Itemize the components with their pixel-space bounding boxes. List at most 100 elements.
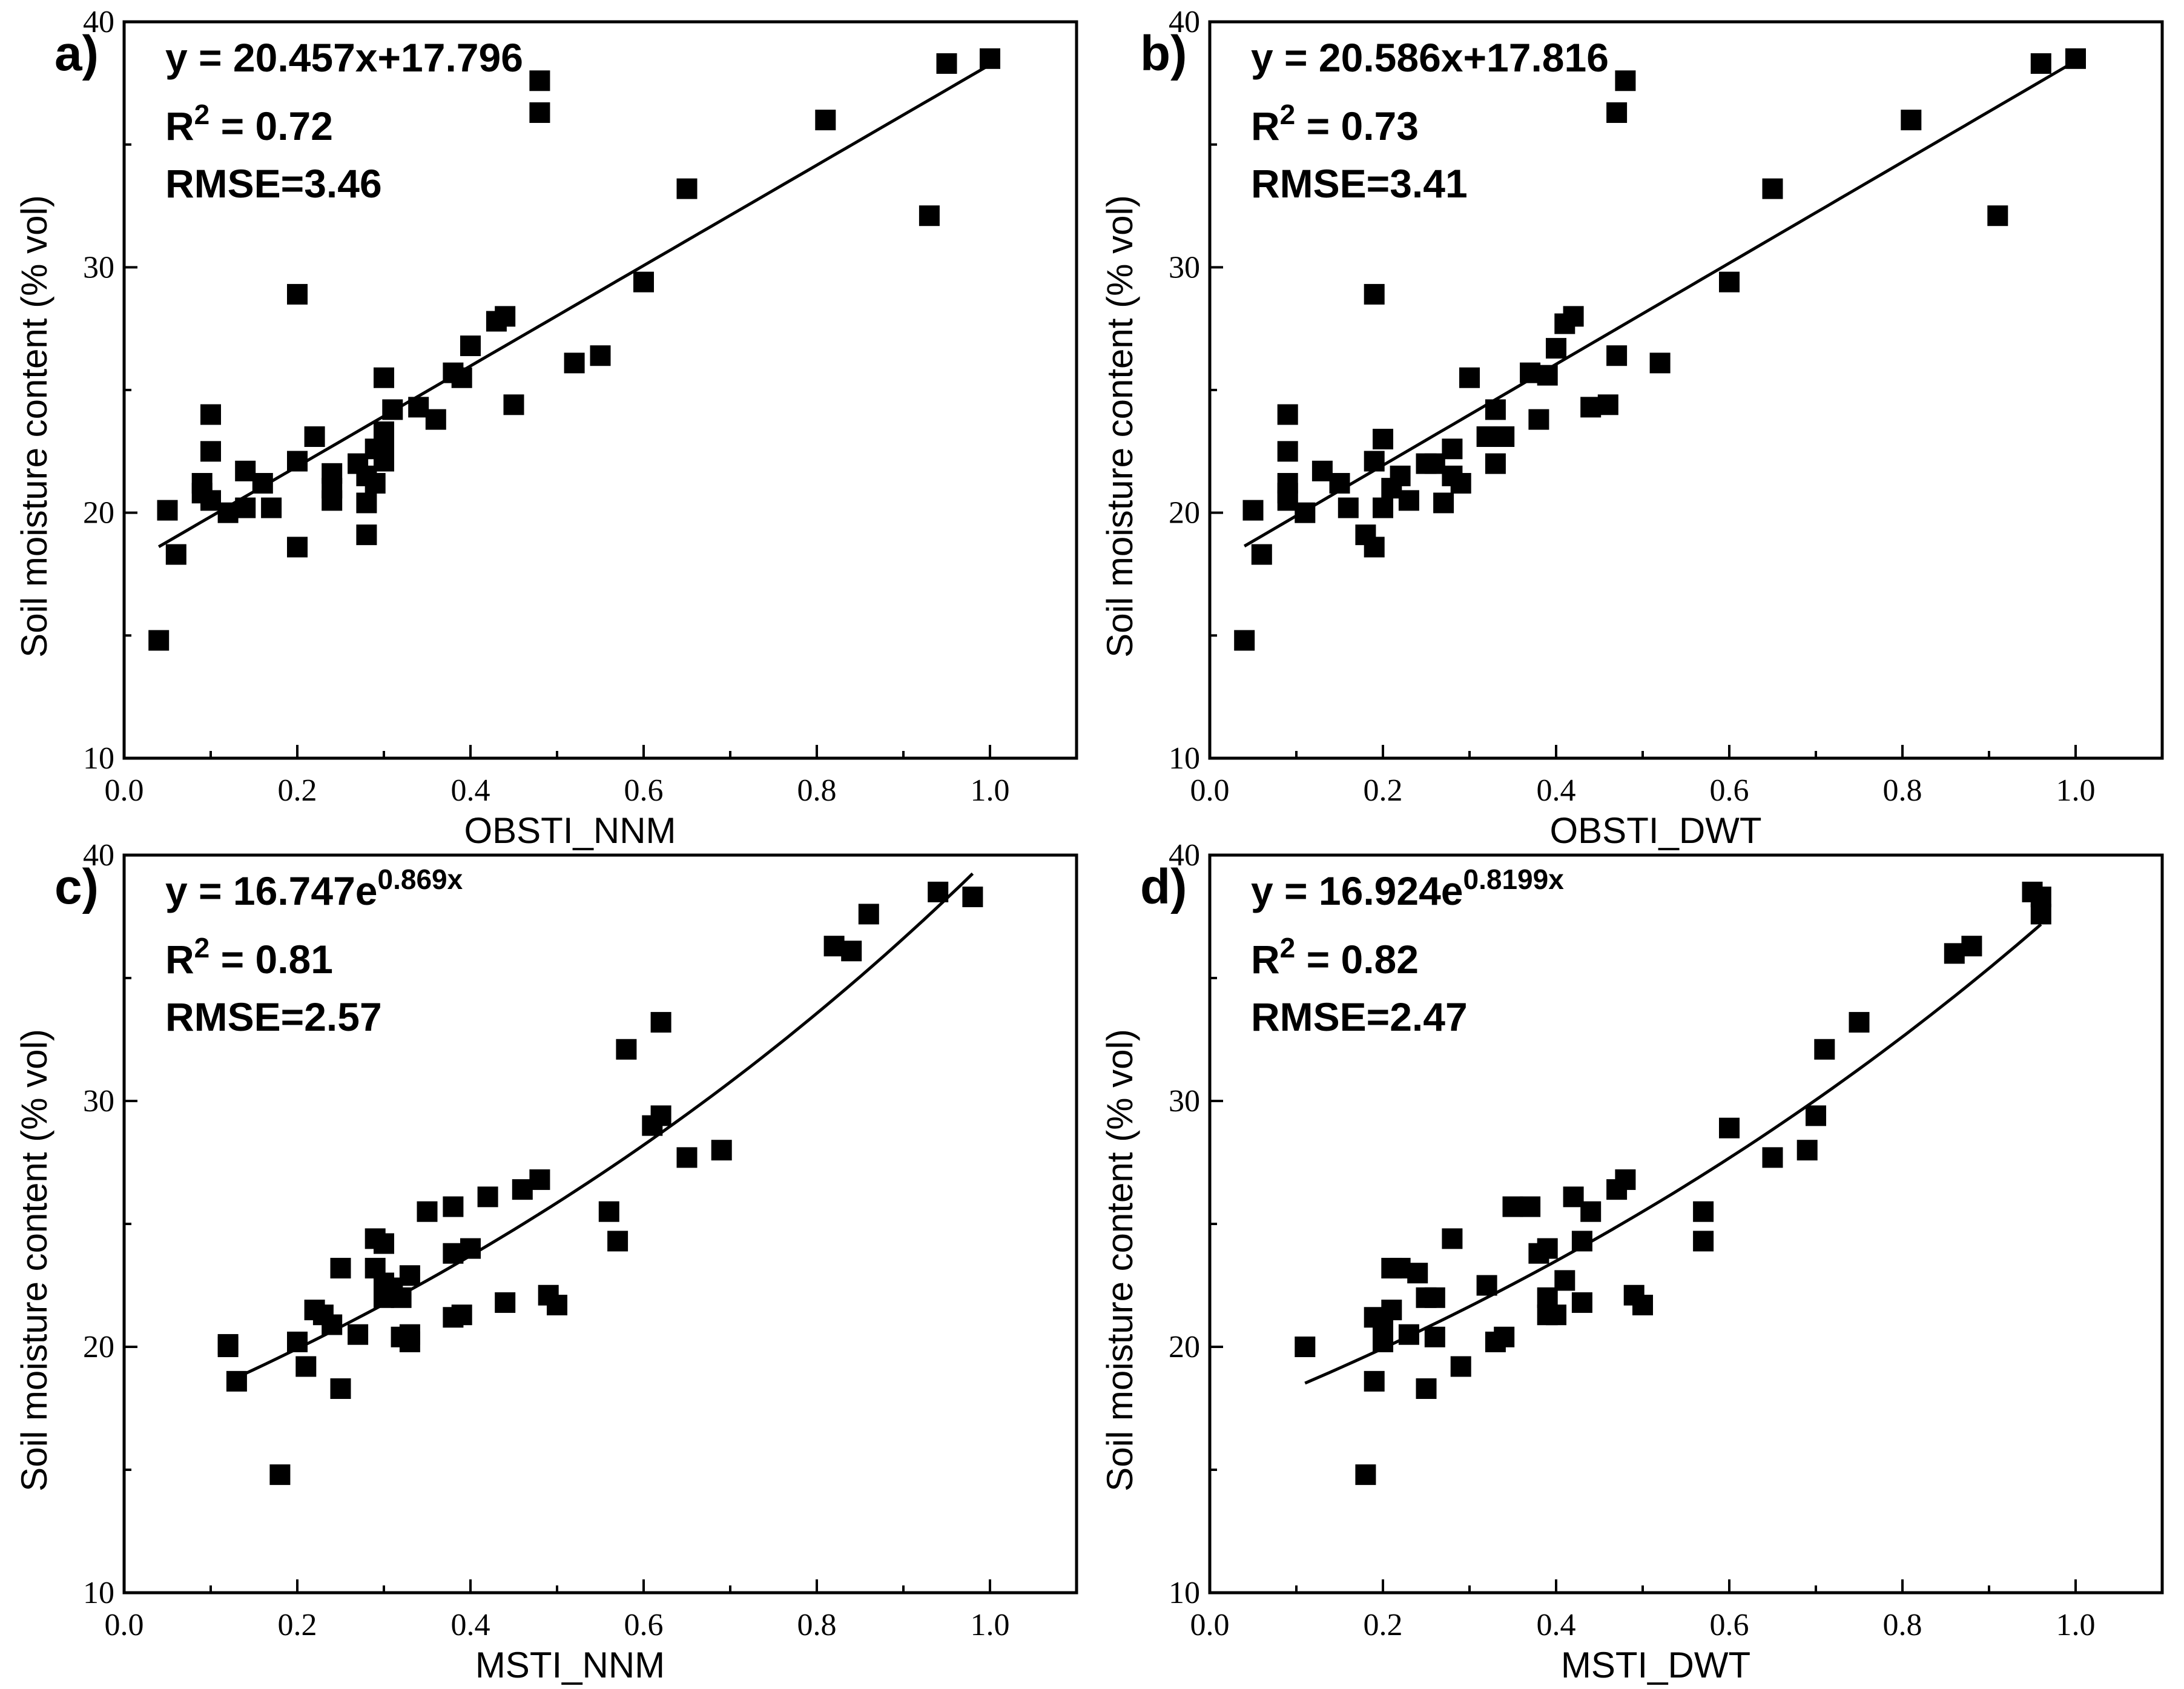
y-tick-label: 20 bbox=[83, 1330, 114, 1364]
data-point bbox=[304, 426, 325, 448]
y-tick-label: 20 bbox=[1169, 496, 1200, 530]
x-tick-label: 0.0 bbox=[1190, 773, 1230, 808]
x-tick-label: 0.8 bbox=[797, 773, 837, 808]
data-point bbox=[391, 1287, 412, 1308]
rmse: RMSE=3.41 bbox=[1251, 161, 1468, 206]
data-point bbox=[1433, 492, 1454, 514]
regression-equation: y = 16.924e0.8199x bbox=[1251, 864, 1564, 913]
data-point bbox=[374, 421, 394, 442]
data-point bbox=[1442, 1228, 1463, 1249]
axis-ticks bbox=[123, 854, 991, 1594]
y-tick-label: 30 bbox=[1169, 1084, 1200, 1119]
data-point bbox=[226, 1370, 247, 1392]
data-point bbox=[399, 1331, 420, 1352]
data-point bbox=[1901, 110, 1922, 131]
data-point bbox=[1234, 630, 1255, 651]
panel-d: 0.0 0.2 0.4 0.6 0.8 1.0 10 20 30 40 d) y = 16.92… bbox=[1100, 838, 2164, 1685]
y-tick-label: 10 bbox=[1169, 1576, 1200, 1610]
data-point bbox=[1719, 271, 1740, 293]
data-point bbox=[408, 397, 429, 418]
data-point bbox=[529, 102, 550, 123]
data-point bbox=[1537, 365, 1558, 386]
data-point bbox=[217, 1337, 239, 1357]
data-point bbox=[1338, 497, 1359, 518]
x-axis-title: MSTI_NNM bbox=[475, 1645, 665, 1685]
r-squared-value: = 0.81 bbox=[209, 937, 333, 982]
x-tick-label: 0.8 bbox=[1883, 773, 1922, 808]
data-point bbox=[1311, 460, 1333, 481]
data-point bbox=[1242, 500, 1264, 521]
y-tick-label: 10 bbox=[1169, 741, 1200, 776]
data-point bbox=[1398, 1324, 1419, 1345]
x-tick-label: 0.2 bbox=[1364, 773, 1403, 808]
data-point bbox=[815, 110, 836, 131]
data-point bbox=[2030, 53, 2051, 74]
data-point bbox=[1450, 473, 1471, 494]
data-point bbox=[1961, 936, 1982, 957]
y-axis-title: Soil moisture content (% vol) bbox=[1100, 1029, 1140, 1492]
x-tick-label: 0.2 bbox=[1364, 1608, 1403, 1642]
data-point bbox=[165, 544, 186, 565]
x-tick-labels: 0.0 0.2 0.4 0.6 0.8 1.0 bbox=[105, 773, 1010, 808]
data-point bbox=[1944, 943, 1965, 964]
data-point bbox=[200, 441, 221, 462]
y-tick-labels: 10 20 30 40 bbox=[1169, 5, 1200, 776]
data-point bbox=[200, 404, 221, 425]
panel-label: a) bbox=[54, 26, 99, 81]
data-point bbox=[1537, 1238, 1558, 1259]
x-tick-label: 0.2 bbox=[278, 773, 317, 808]
data-points bbox=[1234, 48, 2086, 651]
regression-equation: y = 20.586x+17.816 bbox=[1251, 35, 1609, 80]
data-point bbox=[1450, 1356, 1471, 1377]
data-point bbox=[460, 1238, 481, 1259]
x-tick-labels: 0.0 0.2 0.4 0.6 0.8 1.0 bbox=[1190, 773, 2096, 808]
r-squared-value: = 0.73 bbox=[1295, 104, 1419, 148]
data-point bbox=[1494, 426, 1515, 448]
data-point bbox=[1693, 1231, 1714, 1252]
data-point bbox=[148, 630, 170, 651]
data-point bbox=[1796, 1140, 1818, 1161]
panel-label: b) bbox=[1140, 26, 1187, 81]
data-point bbox=[269, 1464, 291, 1486]
data-point bbox=[919, 205, 940, 226]
data-point bbox=[322, 1314, 343, 1335]
data-point bbox=[295, 1356, 317, 1377]
axis-ticks bbox=[1209, 21, 2077, 759]
data-point bbox=[1615, 70, 1636, 91]
panel-a: 0.0 0.2 0.4 0.6 0.8 1.0 10 20 30 40 a) y = 20.45… bbox=[14, 5, 1078, 851]
x-axis-title: OBSTI_DWT bbox=[1549, 810, 1761, 851]
data-points bbox=[1295, 881, 2051, 1486]
data-point bbox=[1649, 352, 1671, 374]
data-point bbox=[1849, 1012, 1870, 1033]
data-point bbox=[443, 1243, 464, 1264]
data-point bbox=[460, 335, 481, 357]
data-point bbox=[1719, 1117, 1740, 1139]
data-point bbox=[1424, 1326, 1445, 1347]
y-tick-labels: 10 20 30 40 bbox=[83, 5, 114, 776]
x-tick-label: 0.4 bbox=[1537, 1608, 1576, 1642]
x-tick-label: 0.6 bbox=[624, 1608, 664, 1642]
data-point bbox=[252, 473, 273, 494]
data-point bbox=[235, 460, 256, 481]
data-point bbox=[711, 1140, 732, 1161]
r-squared-superscript: 2 bbox=[194, 99, 210, 130]
data-point bbox=[1373, 1331, 1393, 1352]
panel-b: 0.0 0.2 0.4 0.6 0.8 1.0 10 20 30 40 b) y = 20.58… bbox=[1100, 5, 2164, 851]
x-tick-label: 0.4 bbox=[451, 1608, 490, 1642]
data-point bbox=[650, 1012, 671, 1033]
data-point bbox=[676, 1147, 698, 1168]
data-point bbox=[2065, 48, 2086, 69]
data-point bbox=[235, 497, 256, 518]
data-point bbox=[1277, 441, 1298, 462]
x-tick-label: 0.8 bbox=[797, 1608, 837, 1642]
data-point bbox=[1762, 178, 1783, 199]
data-point bbox=[417, 1201, 438, 1222]
r-squared-label: R bbox=[165, 937, 194, 982]
data-point bbox=[477, 1186, 498, 1208]
data-point bbox=[1424, 453, 1445, 474]
data-point bbox=[1476, 426, 1497, 448]
y-axis-title: Soil moisture content (% vol) bbox=[14, 195, 54, 658]
data-point bbox=[1381, 1300, 1402, 1321]
data-point bbox=[858, 904, 879, 925]
